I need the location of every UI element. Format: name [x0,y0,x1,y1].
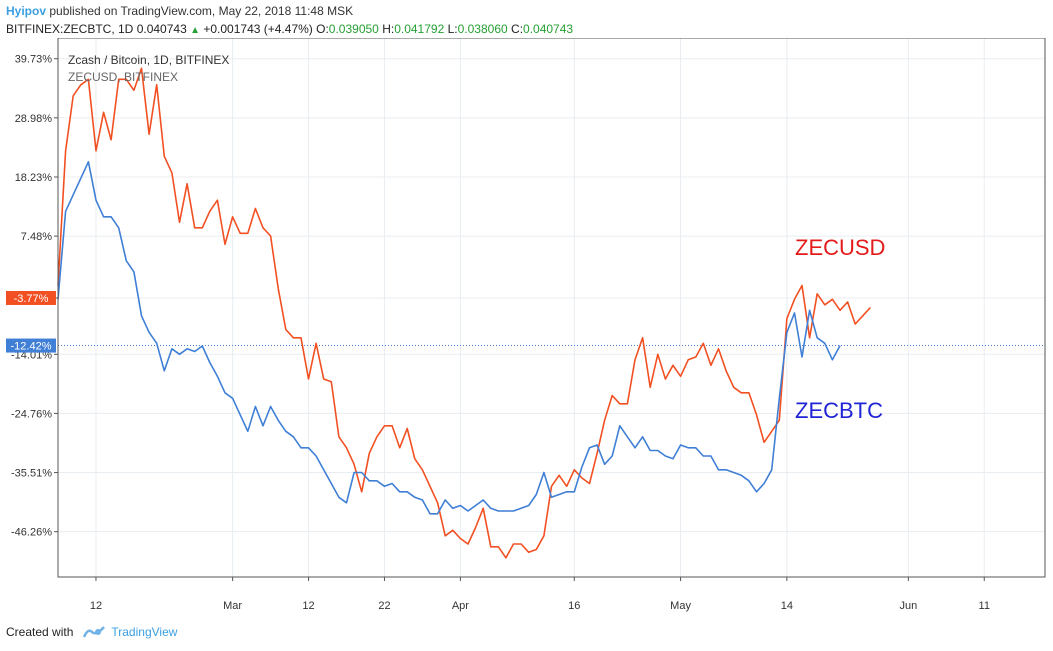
open-label: O: [316,22,329,36]
x-axis: 12 Mar 12 22 Apr 16 May 14 Jun 11 [90,577,990,612]
price-markers: -3.77% -12.42% [6,290,56,353]
series-line-zecbtc [57,161,841,515]
x-tick-label: 11 [979,600,990,612]
price-marker-box [6,338,56,353]
symbol-label: BITFINEX:ZECBTC, 1D [6,22,134,36]
x-tick-label: Jun [899,600,917,612]
legend-compare: ZECUSD, BITFINEX [68,70,178,84]
x-tick-label: 16 [568,600,580,612]
x-tick-label: 12 [90,600,102,612]
price-marker-label: -3.77% [14,293,49,305]
up-arrow-icon: ▲ [190,25,201,36]
low-label: L: [447,22,458,36]
high-label: H: [382,22,395,36]
series-line-zecusd [57,67,871,559]
price-chart[interactable]: 39.73%28.98%18.23%7.48%-3.77%-14.01%-24.… [0,38,1053,620]
x-tick-label: Mar [223,600,242,612]
low-value: 0.038060 [457,22,508,36]
x-tick-label: 14 [781,600,793,612]
y-tick-label: 7.48% [21,231,52,243]
author-name[interactable]: Hyipov [6,4,47,18]
y-tick-label: -46.26% [11,527,52,539]
tradingview-brand-link[interactable]: TradingView [111,625,178,639]
y-axis: 39.73%28.98%18.23%7.48%-3.77%-14.01%-24.… [11,54,58,539]
price-change: +0.001743 (+4.47%) [203,22,313,36]
last-price: 0.040743 [136,22,187,36]
x-tick-label: Apr [452,600,469,612]
open-value: 0.039050 [328,22,379,36]
legend-title: Zcash / Bitcoin, 1D, BITFINEX [68,53,229,67]
series-lines [57,67,871,559]
plot-frame [57,38,1046,578]
y-tick-label: 18.23% [15,172,53,184]
close-value: 0.040743 [523,22,574,36]
x-tick-label: 12 [302,600,314,612]
price-marker-box [6,290,56,305]
y-tick-label: -35.51% [11,468,52,480]
zecbtc-annotation: ZECBTC [795,398,883,423]
x-tick-label: May [670,600,691,612]
footer: Created with TradingView [6,625,177,639]
y-tick-label: -24.76% [11,408,52,420]
symbol-info: BITFINEX:ZECBTC, 1D 0.040743 ▲ +0.001743… [6,22,573,36]
created-with-label: Created with [6,625,74,639]
close-label: C: [511,22,524,36]
high-value: 0.041792 [394,22,445,36]
y-tick-label: 39.73% [15,54,53,66]
publish-info: Hyipov published on TradingView.com, May… [6,4,353,18]
zecusd-annotation: ZECUSD [795,235,885,260]
grid-lines [58,38,1045,577]
publish-text: published on TradingView.com, May 22, 20… [46,4,354,18]
tradingview-logo-icon[interactable] [83,626,106,638]
x-tick-label: 22 [378,600,390,612]
price-marker-label: -12.42% [11,341,52,353]
y-tick-label: 28.98% [15,113,53,125]
